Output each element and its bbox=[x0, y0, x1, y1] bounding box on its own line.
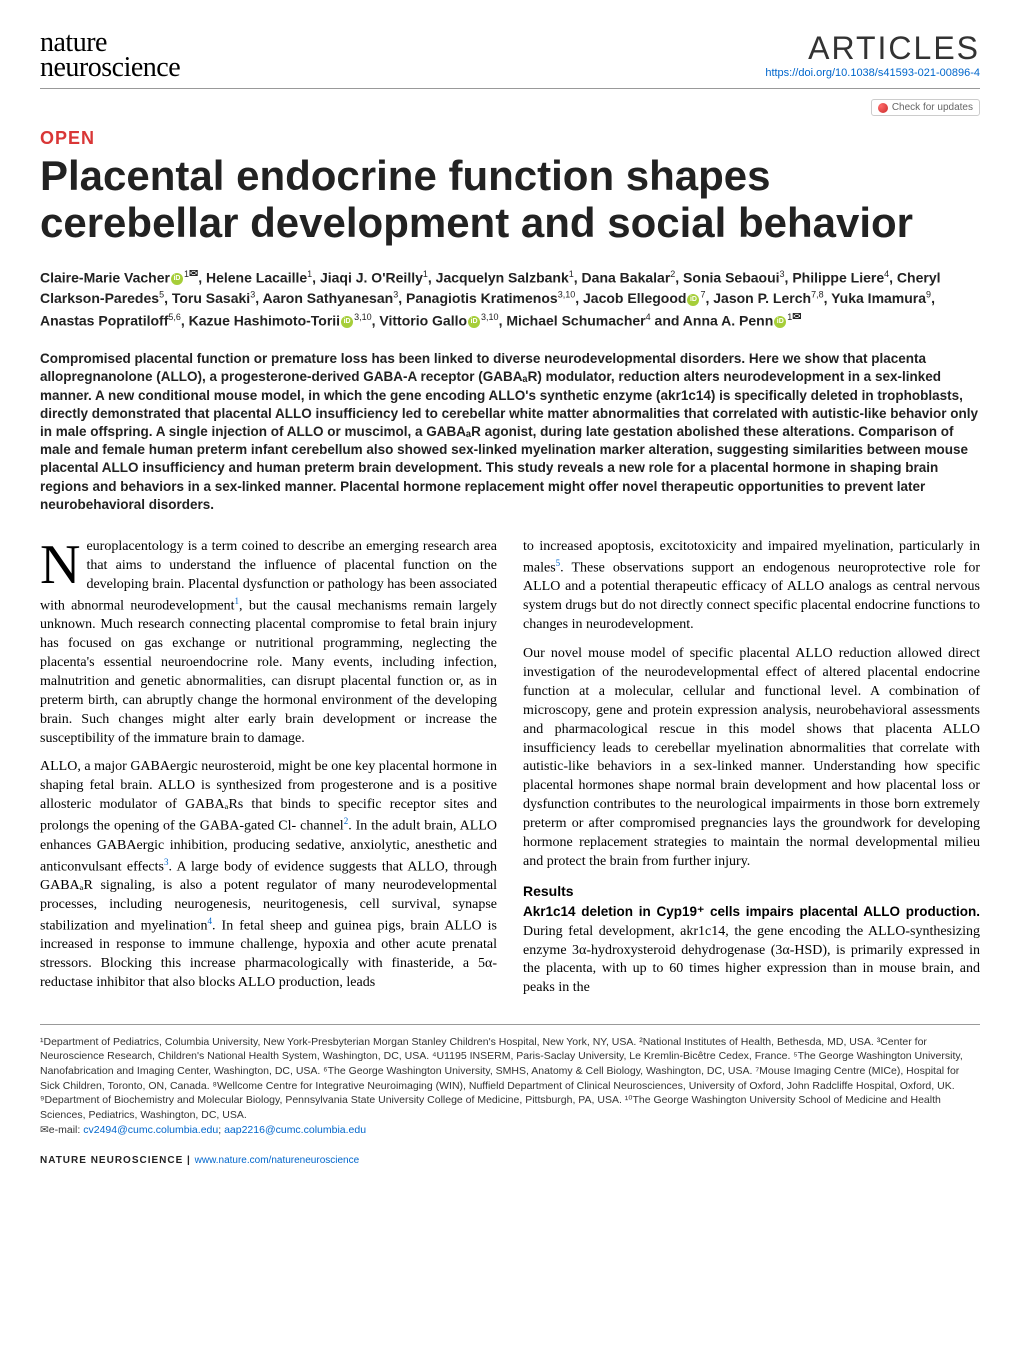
dropcap: N bbox=[40, 542, 80, 590]
open-access-label: OPEN bbox=[40, 128, 980, 149]
author-list: Claire-Marie Vacher1✉, Helene Lacaille1,… bbox=[40, 266, 980, 332]
affiliations: ¹Department of Pediatrics, Columbia Univ… bbox=[40, 1024, 980, 1138]
footer-url[interactable]: www.nature.com/natureneuroscience bbox=[195, 1155, 360, 1166]
header-divider bbox=[40, 88, 980, 89]
logo-line2: neuroscience bbox=[40, 55, 180, 80]
email-label: ✉e-mail: bbox=[40, 1124, 83, 1136]
header-right: ARTICLES https://doi.org/10.1038/s41593-… bbox=[765, 30, 980, 79]
update-dot-icon bbox=[878, 103, 888, 113]
check-updates[interactable]: Check for updates bbox=[40, 99, 980, 116]
check-updates-label: Check for updates bbox=[892, 102, 973, 113]
doi-link[interactable]: https://doi.org/10.1038/s41593-021-00896… bbox=[765, 67, 980, 79]
results-section: Results Akr1c14 deletion in Cyp19⁺ cells… bbox=[523, 882, 980, 998]
abstract: Compromised placental function or premat… bbox=[40, 350, 980, 514]
body-text: Neuroplacentology is a term coined to de… bbox=[40, 538, 980, 1006]
paragraph-3: to increased apoptosis, excitotoxicity a… bbox=[523, 538, 980, 635]
footer: NATURE NEUROSCIENCE | www.nature.com/nat… bbox=[40, 1155, 980, 1166]
email-link-2[interactable]: aap2216@cumc.columbia.edu bbox=[224, 1124, 366, 1136]
results-heading: Results bbox=[523, 883, 574, 899]
paragraph-2: ALLO, a major GABAergic neurosteroid, mi… bbox=[40, 758, 497, 993]
journal-logo: nature neuroscience bbox=[40, 30, 180, 80]
footer-journal: NATURE NEUROSCIENCE | bbox=[40, 1155, 195, 1166]
paragraph-4: Our novel mouse model of specific placen… bbox=[523, 645, 980, 872]
email-link-1[interactable]: cv2494@cumc.columbia.edu bbox=[83, 1124, 218, 1136]
header: nature neuroscience ARTICLES https://doi… bbox=[40, 30, 980, 80]
article-title: Placental endocrine function shapes cere… bbox=[40, 153, 980, 245]
subsection-heading: Akr1c14 deletion in Cyp19⁺ cells impairs… bbox=[523, 904, 980, 919]
paragraph-1: Neuroplacentology is a term coined to de… bbox=[40, 538, 497, 748]
affiliation-text: ¹Department of Pediatrics, Columbia Univ… bbox=[40, 1036, 963, 1121]
articles-label: ARTICLES bbox=[765, 30, 980, 67]
